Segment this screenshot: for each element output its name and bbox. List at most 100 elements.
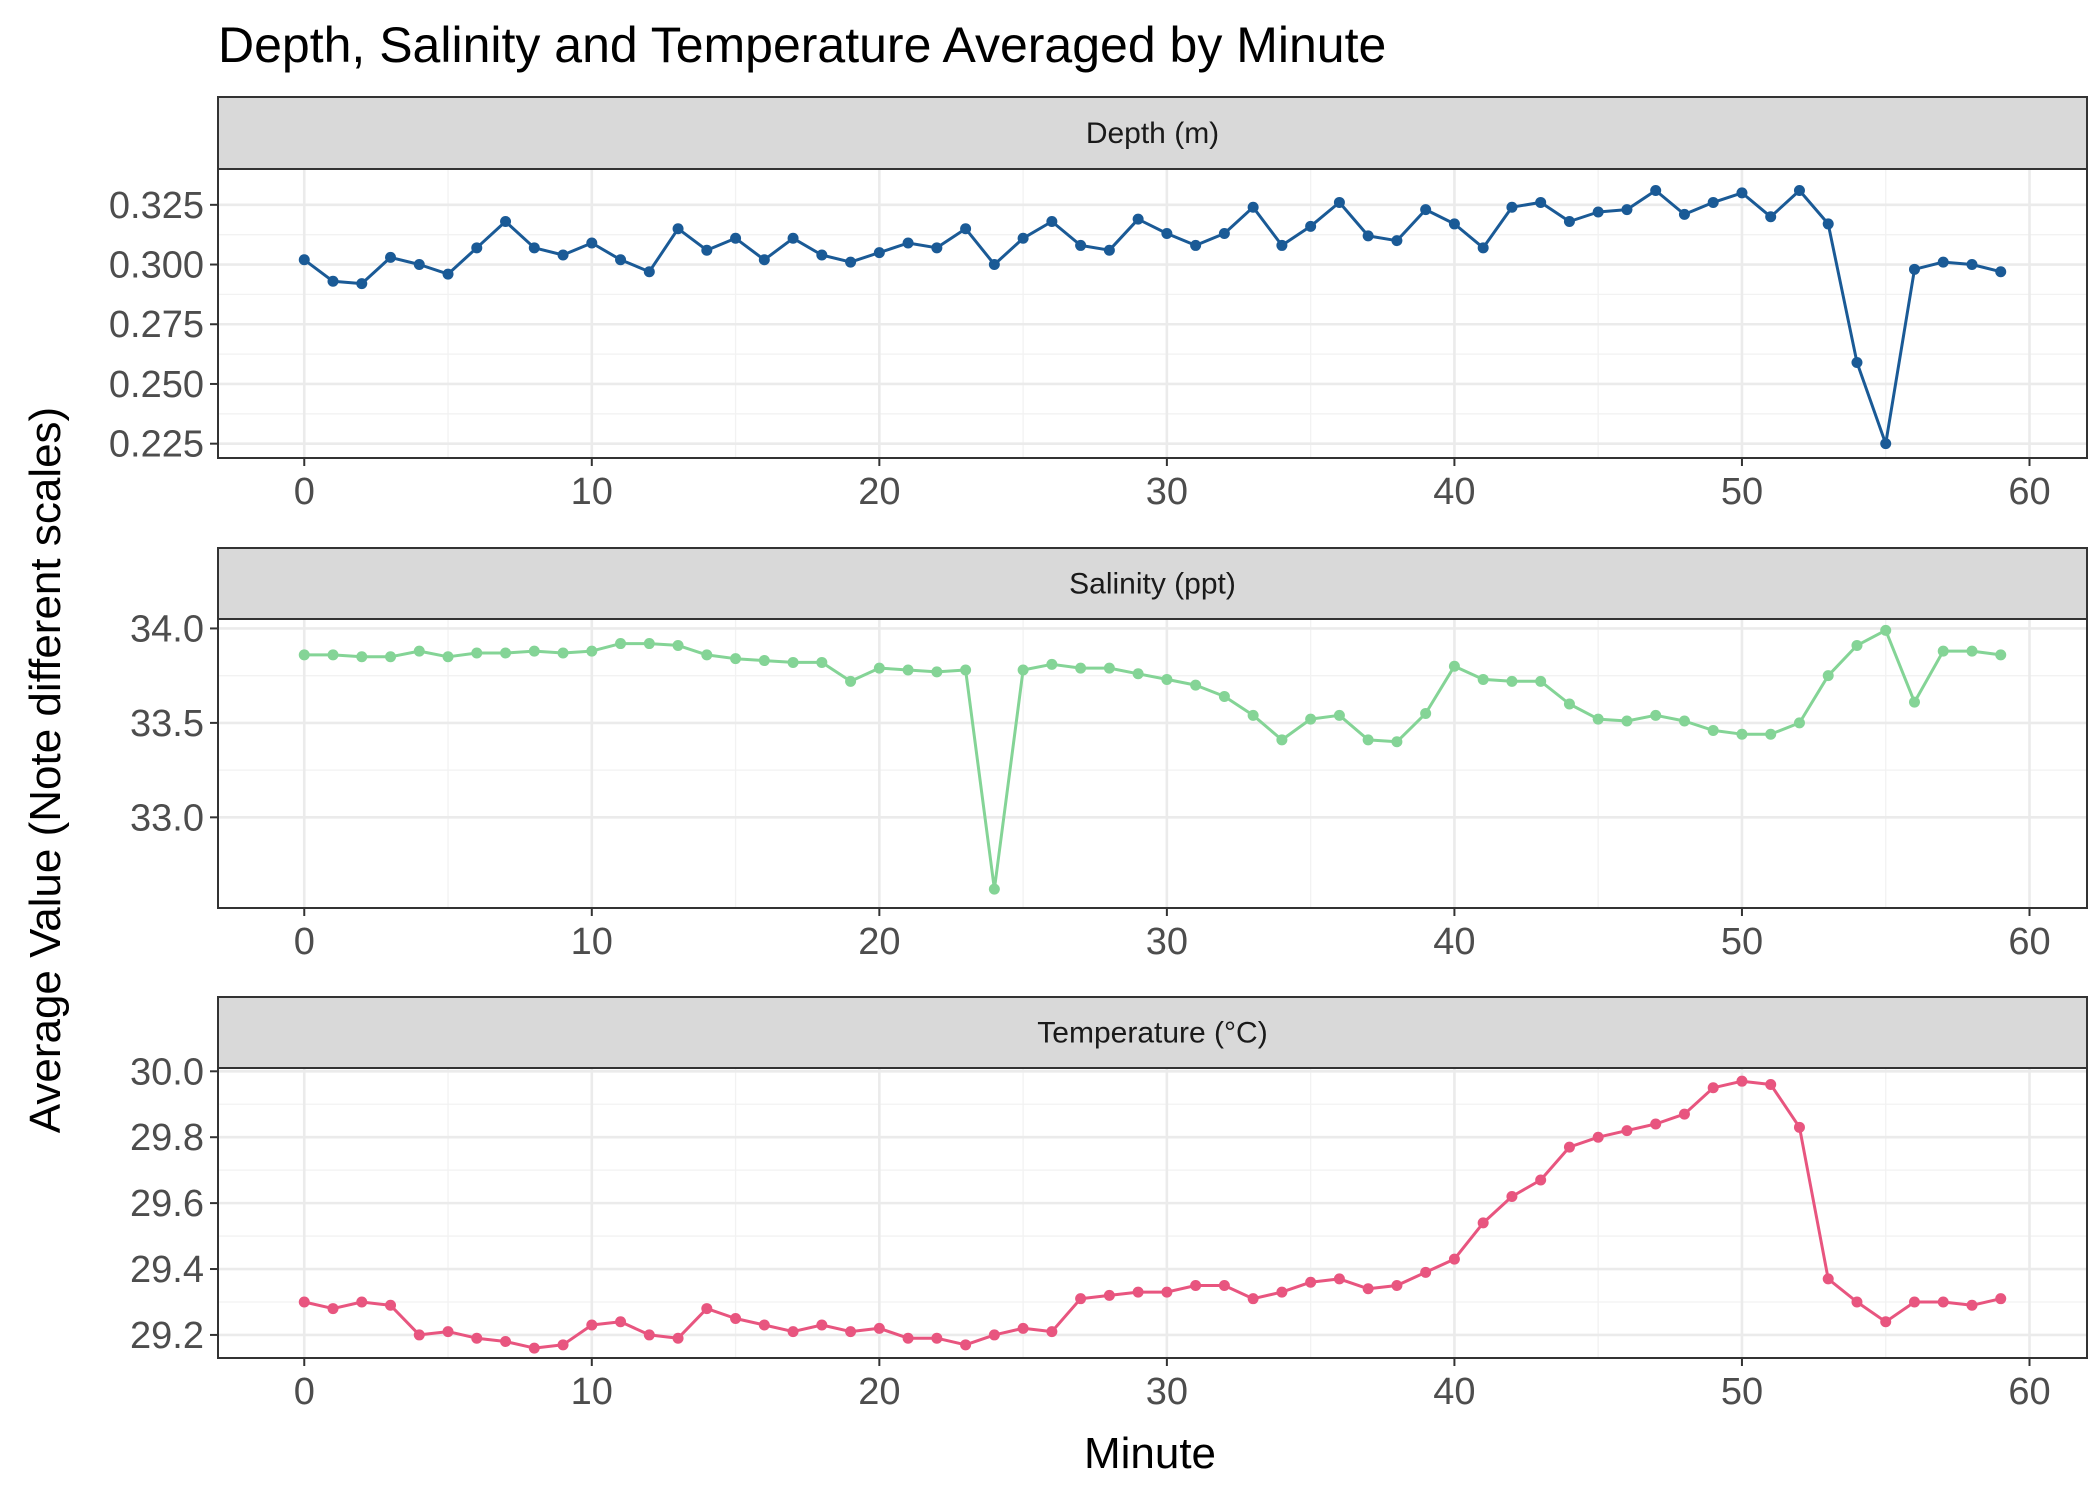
data-point — [1650, 184, 1662, 196]
data-point — [471, 647, 483, 659]
data-point — [1793, 184, 1805, 196]
data-point — [1333, 709, 1345, 721]
data-point — [500, 216, 512, 228]
data-point — [1075, 239, 1087, 251]
facet-strip-label: Temperature (°C) — [1037, 1017, 1267, 1050]
data-point — [385, 1299, 397, 1311]
data-point — [1103, 662, 1115, 674]
data-point — [442, 1326, 454, 1338]
data-point — [471, 1332, 483, 1344]
data-point — [442, 651, 454, 663]
y-tick-label: 34.0 — [130, 608, 204, 650]
data-point — [873, 662, 885, 674]
data-point — [1477, 673, 1489, 685]
x-tick-label: 40 — [1433, 921, 1475, 963]
data-point — [960, 223, 972, 235]
data-point — [701, 244, 713, 256]
data-point — [787, 656, 799, 668]
data-point — [1161, 1286, 1173, 1298]
data-point — [1707, 724, 1719, 736]
data-point — [758, 655, 770, 667]
data-point — [1218, 690, 1230, 702]
facet-panel-1: Depth (m) 0.225 0.250 0.275 0.300 0.325 0 10 20 3… — [109, 96, 2088, 513]
data-point — [643, 638, 655, 650]
y-tick-label: 33.5 — [130, 703, 204, 745]
x-tick-label: 40 — [1433, 471, 1475, 513]
data-point — [1477, 1217, 1489, 1229]
facet-strip-label: Depth (m) — [1086, 117, 1219, 150]
plot-area — [218, 169, 2087, 458]
data-point — [1937, 645, 1949, 657]
data-point — [298, 649, 310, 661]
y-tick-label: 0.300 — [109, 245, 204, 287]
data-point — [413, 1329, 425, 1341]
y-tick-label: 29.6 — [130, 1183, 204, 1225]
data-point — [1908, 1296, 1920, 1308]
data-point — [1017, 664, 1029, 676]
x-tick-label: 10 — [571, 1371, 613, 1413]
data-point — [385, 651, 397, 663]
y-tick-label: 0.275 — [109, 304, 204, 346]
chart-title: Depth, Salinity and Temperature Averaged… — [218, 17, 1386, 73]
data-point — [1247, 709, 1259, 721]
data-point — [672, 223, 684, 235]
data-point — [1563, 698, 1575, 710]
data-point — [701, 1303, 713, 1315]
x-tick-label: 60 — [2008, 1371, 2050, 1413]
data-point — [1793, 717, 1805, 729]
data-point — [1103, 244, 1115, 256]
x-tick-label: 0 — [294, 1371, 315, 1413]
facet-strip — [217, 547, 2088, 620]
data-point — [557, 1339, 569, 1351]
data-point — [730, 653, 742, 665]
y-tick-label: 29.8 — [130, 1117, 204, 1159]
data-point — [615, 1316, 627, 1328]
facet-panel-3: Temperature (°C) 29.2 29.4 29.6 29.8 30.0 0 10 2… — [130, 996, 2088, 1413]
data-point — [1592, 1131, 1604, 1143]
facet-strip — [217, 96, 2088, 170]
panel-border — [217, 1067, 2088, 1359]
facet-strip — [217, 996, 2088, 1069]
data-point — [1506, 201, 1518, 213]
data-point — [1420, 1266, 1432, 1278]
data-point — [1822, 218, 1834, 230]
data-point — [1477, 242, 1489, 254]
data-point — [500, 1336, 512, 1348]
data-point — [672, 1332, 684, 1344]
y-tick-label: 29.4 — [130, 1249, 204, 1291]
data-point — [643, 1329, 655, 1341]
x-tick-label: 20 — [858, 471, 900, 513]
data-point — [1765, 211, 1777, 223]
data-point — [1908, 263, 1920, 275]
data-point — [298, 254, 310, 266]
data-point — [1075, 662, 1087, 674]
data-point — [845, 256, 857, 268]
data-point — [1592, 206, 1604, 218]
data-point — [1736, 728, 1748, 740]
data-point — [356, 651, 368, 663]
data-point — [1017, 232, 1029, 244]
data-point — [1535, 675, 1547, 687]
data-point — [816, 249, 828, 261]
data-point — [1880, 438, 1892, 450]
data-point — [1765, 1078, 1777, 1090]
data-point — [1621, 204, 1633, 216]
data-point — [988, 883, 1000, 895]
data-point — [1563, 1141, 1575, 1153]
data-point — [1535, 1174, 1547, 1186]
data-point — [1362, 230, 1374, 242]
data-point — [327, 275, 339, 287]
data-point — [960, 1339, 972, 1351]
data-point — [845, 1326, 857, 1338]
data-point — [327, 1303, 339, 1315]
data-point — [500, 647, 512, 659]
data-point — [1592, 713, 1604, 725]
data-point — [327, 649, 339, 661]
data-point — [1448, 1253, 1460, 1265]
y-tick-label: 0.250 — [109, 364, 204, 406]
data-point — [787, 1326, 799, 1338]
data-point — [1305, 1276, 1317, 1288]
data-point — [1190, 679, 1202, 691]
data-point — [902, 664, 914, 676]
